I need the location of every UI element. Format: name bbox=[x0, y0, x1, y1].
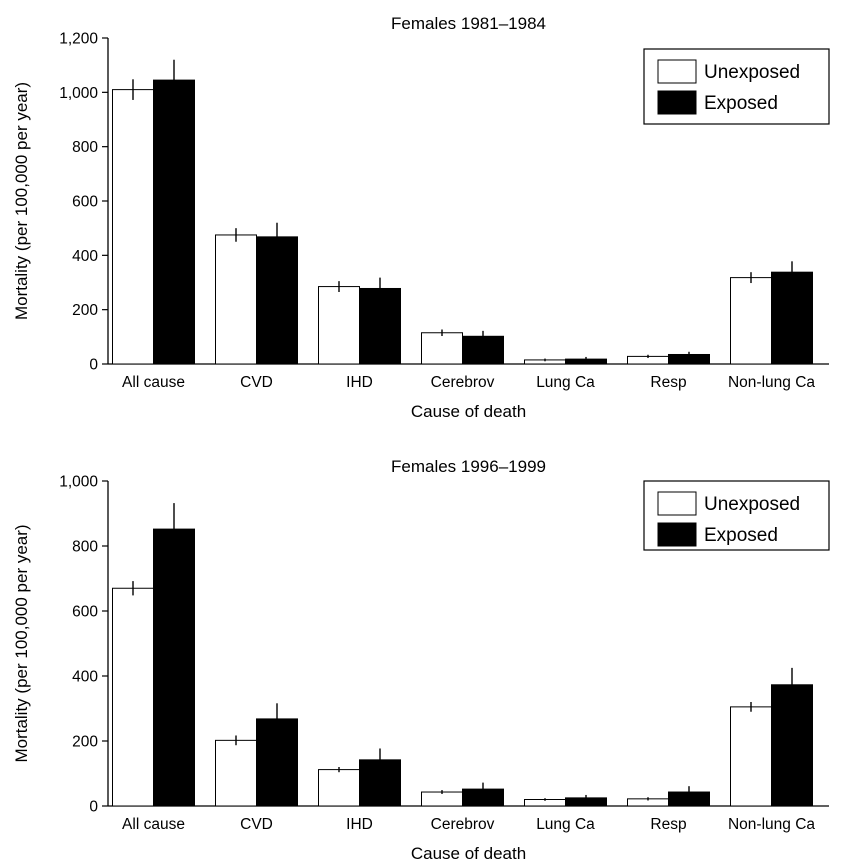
chart-1-y-axis-label: Mortality (per 100,000 per year) bbox=[12, 82, 31, 320]
chart-2-y-tick-label: 200 bbox=[72, 734, 98, 751]
chart-2-x-tick-label: IHD bbox=[346, 816, 373, 833]
chart-2-legend-label-exposed: Exposed bbox=[704, 525, 778, 546]
chart-2-x-tick-label: Resp bbox=[650, 816, 686, 833]
chart-1-bar-exposed bbox=[256, 236, 298, 365]
chart-1-legend: Unexposed Exposed bbox=[643, 48, 830, 125]
chart-1-y-tick-label: 200 bbox=[72, 302, 98, 319]
chart-2-legend-label-unexposed: Unexposed bbox=[704, 494, 800, 515]
chart-1-y-tick-label: 400 bbox=[72, 248, 98, 265]
chart-2-y-axis-label: Mortality (per 100,000 per year) bbox=[12, 524, 31, 762]
chart-1-y-tick-label: 0 bbox=[89, 357, 98, 374]
chart-2-y-tick-label: 400 bbox=[72, 669, 98, 686]
chart-1-y-tick-label: 1,000 bbox=[59, 85, 98, 102]
chart-1-bar-unexposed bbox=[421, 332, 463, 365]
chart-1-legend-swatch-exposed bbox=[657, 90, 697, 115]
chart-2-y-tick-label: 600 bbox=[72, 604, 98, 621]
chart-1-bar-unexposed bbox=[215, 234, 257, 365]
chart-2-bar-exposed bbox=[771, 684, 813, 807]
chart-1-x-tick-label: Cerebrov bbox=[431, 374, 495, 391]
chart-2-bar-unexposed bbox=[318, 769, 360, 807]
chart-1-x-tick-label: CVD bbox=[240, 374, 273, 391]
chart-1-y-tick-label: 600 bbox=[72, 194, 98, 211]
chart-2-y-tick-label: 1,000 bbox=[59, 474, 98, 491]
chart-2-bar-unexposed bbox=[421, 791, 463, 807]
chart-1-x-tick-label: Resp bbox=[650, 374, 686, 391]
chart-1-bar-exposed bbox=[359, 287, 401, 365]
chart-1-legend-label-unexposed: Unexposed bbox=[704, 62, 800, 83]
chart-2-title: Females 1996–1999 bbox=[391, 457, 546, 476]
chart-2-bar-unexposed bbox=[112, 587, 154, 807]
chart-1-x-tick-label: All cause bbox=[122, 374, 185, 391]
chart-2-x-tick-label: Cerebrov bbox=[431, 816, 495, 833]
chart-1-legend-swatch-unexposed bbox=[657, 59, 697, 84]
chart-1-y-tick-label: 1,200 bbox=[59, 31, 98, 48]
chart-2-panel: Females 1996–1999 0 200 400 600 800 1,000 Morta… bbox=[12, 457, 830, 863]
chart-2-x-tick-label: Non-lung Ca bbox=[728, 816, 815, 833]
chart-1-panel: Females 1981–1984 0 200 400 600 800 1,000 1,200… bbox=[12, 14, 830, 421]
chart-2-x-tick-label: CVD bbox=[240, 816, 273, 833]
chart-1-x-tick-label: Non-lung Ca bbox=[728, 374, 815, 391]
chart-2-bar-unexposed bbox=[215, 739, 257, 807]
chart-1-bar-unexposed bbox=[318, 286, 360, 365]
chart-1-title: Females 1981–1984 bbox=[391, 14, 546, 33]
chart-1-bar-exposed bbox=[153, 79, 195, 365]
chart-2-x-axis-label: Cause of death bbox=[411, 844, 526, 863]
chart-2-y-tick-label: 800 bbox=[72, 539, 98, 556]
chart-1-legend-label-exposed: Exposed bbox=[704, 93, 778, 114]
chart-2-bar-exposed bbox=[153, 528, 195, 807]
chart-1-bar-exposed bbox=[462, 335, 504, 365]
chart-1-y-tick-label: 800 bbox=[72, 139, 98, 156]
chart-1-x-axis-label: Cause of death bbox=[411, 402, 526, 421]
chart-2-legend: Unexposed Exposed bbox=[643, 480, 830, 551]
chart-2-legend-swatch-unexposed bbox=[657, 491, 697, 516]
chart-1-bar-unexposed bbox=[112, 89, 154, 365]
chart-1-bar-exposed bbox=[771, 271, 813, 365]
chart-1-x-tick-label: Lung Ca bbox=[536, 374, 595, 391]
chart-1-x-tick-label: IHD bbox=[346, 374, 373, 391]
chart-2-y-tick-label: 0 bbox=[89, 799, 98, 816]
chart-1-bar-unexposed bbox=[730, 277, 772, 365]
chart-2-x-tick-label: Lung Ca bbox=[536, 816, 595, 833]
chart-2-legend-swatch-exposed bbox=[657, 522, 697, 547]
chart-2-bar-unexposed bbox=[730, 706, 772, 807]
chart-2-x-tick-label: All cause bbox=[122, 816, 185, 833]
